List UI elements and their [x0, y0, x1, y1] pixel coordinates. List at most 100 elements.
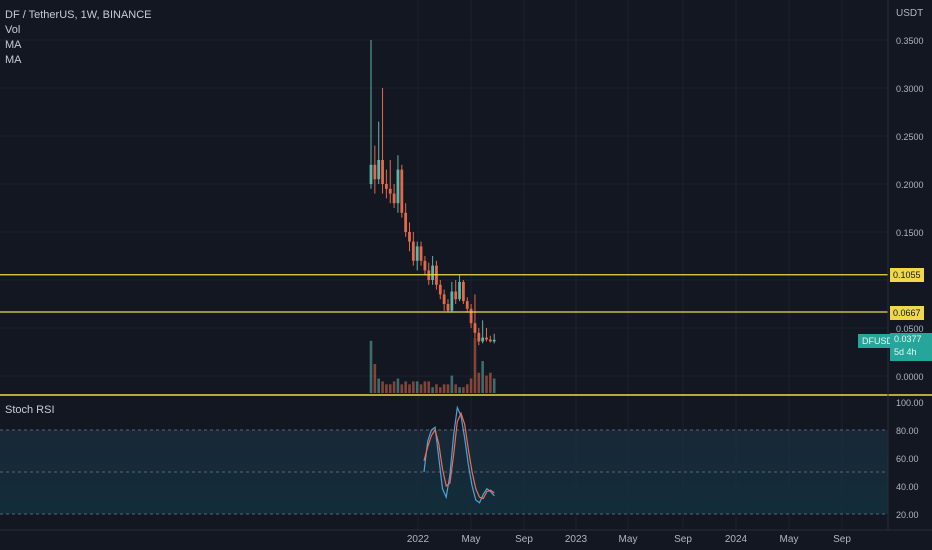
volume-bar: [427, 381, 431, 393]
volume-bar: [415, 381, 419, 393]
candle-body: [400, 169, 404, 213]
volume-bar: [458, 387, 461, 393]
candle-body: [423, 260, 427, 271]
rsi-axis[interactable]: 100.00 80.00 60.00 40.00 20.00: [896, 398, 924, 520]
time-tick-label: Sep: [833, 534, 851, 545]
time-tick-label: May: [619, 534, 638, 545]
legend-symbol[interactable]: DF / TetherUS, 1W, BINANCE: [5, 9, 152, 21]
time-tick-label: May: [462, 534, 481, 545]
chart-legend: DF / TetherUS, 1W, BINANCE Vol MA MA: [5, 8, 152, 68]
candle-body: [469, 308, 473, 324]
volume-bar: [396, 378, 400, 393]
time-tick-label: Sep: [515, 534, 533, 545]
price-tick-label: 0.3500: [896, 36, 924, 46]
rsi-grid: [0, 429, 888, 515]
horizontal-levels[interactable]: [0, 274, 888, 313]
volume-bar: [392, 381, 396, 393]
volume-bar: [369, 340, 373, 393]
candle-body: [396, 169, 400, 204]
level-tag-1[interactable]: 0.1055: [890, 268, 924, 282]
rsi-tick-label: 100.00: [896, 398, 924, 408]
volume-bar: [442, 384, 446, 393]
candle-body: [388, 188, 392, 194]
volume-bar: [400, 384, 404, 393]
price-tick-label: 0.3000: [896, 84, 924, 94]
candle-body: [438, 284, 442, 295]
candle-body: [442, 294, 446, 304]
volume-bar: [377, 378, 380, 393]
currency-label[interactable]: USDT: [896, 8, 924, 19]
candle-body: [404, 212, 408, 232]
time-tick-label: 2023: [565, 534, 588, 545]
volume-bar: [412, 381, 415, 393]
candle-body: [477, 332, 481, 342]
candle-body: [419, 246, 423, 261]
last-price-value: 0.0377: [894, 334, 922, 344]
price-tick-label: 0.2000: [896, 180, 924, 190]
time-tick-label: May: [780, 534, 799, 545]
candle-body: [465, 301, 469, 309]
volume-bar: [435, 384, 438, 393]
volume-bar: [492, 378, 496, 393]
candle-body: [462, 281, 465, 302]
volume-bar: [473, 337, 477, 393]
volume-bar: [439, 387, 442, 393]
time-axis[interactable]: 2022 May Sep 2023 May Sep 2024 May Sep: [407, 534, 851, 545]
legend-ma-1[interactable]: MA: [5, 39, 22, 51]
stoch-rsi-title[interactable]: Stoch RSI: [5, 404, 55, 416]
time-tick-label: 2022: [407, 534, 430, 545]
volume-bar: [489, 372, 492, 393]
bar-countdown: 5d 4h: [894, 347, 917, 357]
candle-body: [492, 339, 496, 342]
volume-bar: [454, 384, 457, 393]
time-tick-label: Sep: [674, 534, 692, 545]
candle-body: [454, 291, 458, 300]
volume-bar: [431, 387, 434, 393]
candle-body: [377, 160, 381, 180]
rsi-tick-label: 80.00: [896, 426, 919, 436]
volume-bar: [469, 378, 473, 393]
time-tick-label: 2024: [725, 534, 748, 545]
volume-bar: [481, 361, 484, 393]
candle-body: [411, 241, 415, 261]
level-tag-2[interactable]: 0.0667: [890, 306, 924, 320]
stoch-d-line: [423, 411, 495, 500]
volume-bar: [373, 364, 377, 393]
price-tick-label: 0.0000: [896, 372, 924, 382]
volume-bar: [423, 381, 427, 393]
rsi-tick-label: 40.00: [896, 482, 919, 492]
candle-body: [408, 232, 411, 242]
volume-bar: [485, 375, 488, 393]
candle-body: [392, 193, 396, 204]
last-price-tag: 0.0377 5d 4h: [890, 333, 932, 361]
candle-body: [458, 281, 461, 300]
candle-body: [488, 339, 492, 342]
volume-bars: [369, 337, 496, 393]
candle-body: [481, 337, 485, 342]
volume-bar: [446, 384, 450, 393]
rsi-tick-label: 60.00: [896, 454, 919, 464]
candle-body: [450, 291, 454, 311]
price-tick-label: 0.1500: [896, 228, 924, 238]
volume-bar: [404, 381, 407, 393]
legend-vol[interactable]: Vol: [5, 24, 21, 36]
volume-bar: [465, 384, 469, 393]
candle-body: [415, 246, 419, 261]
candle-body: [485, 337, 488, 340]
legend-ma-2[interactable]: MA: [5, 54, 22, 66]
price-axis[interactable]: 0.3500 0.3000 0.2500 0.2000 0.1500 0.0500 0.00…: [896, 36, 924, 382]
candle-body: [381, 160, 384, 184]
price-tick-label: 0.2500: [896, 132, 924, 142]
volume-bar: [408, 384, 411, 393]
volume-bar: [385, 384, 388, 393]
candle-body: [369, 164, 373, 184]
candle-body: [373, 164, 377, 180]
candle-body: [473, 323, 477, 333]
volume-bar: [381, 381, 384, 393]
volume-bar: [450, 375, 454, 393]
candle-body: [385, 184, 388, 189]
candle-body: [431, 265, 434, 280]
stoch-rsi-lines: [423, 405, 495, 504]
candle-body: [446, 304, 450, 311]
